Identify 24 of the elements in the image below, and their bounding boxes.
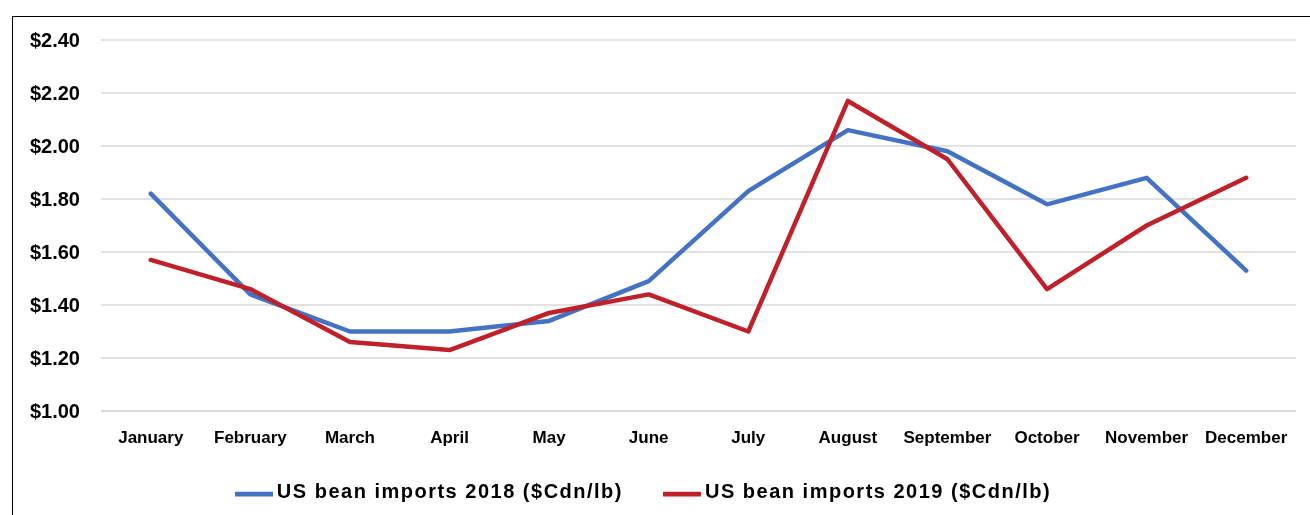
line-series (148, 127, 1249, 334)
x-tick-label: September (903, 428, 992, 448)
legend-label: US bean imports 2018 ($Cdn/lb) (276, 480, 623, 503)
x-tick-label: April (430, 428, 469, 448)
x-tick-label: May (532, 428, 567, 448)
y-tick-label: $1.20 (29, 347, 80, 370)
x-tick-label: December (1205, 428, 1288, 448)
y-tick-label: $1.60 (29, 241, 80, 264)
y-tick-label: $1.00 (29, 400, 80, 423)
x-tick-label: July (731, 428, 766, 448)
x-tick-label: March (324, 428, 375, 448)
y-tick-label: $1.80 (29, 188, 80, 211)
x-tick-label: August (818, 428, 878, 448)
y-tick-label: $1.40 (29, 294, 80, 317)
x-tick-label: November (1105, 428, 1189, 448)
x-tick-label: October (1014, 428, 1081, 448)
y-tick-label: $2.40 (29, 29, 80, 52)
y-tick-label: $2.20 (29, 82, 80, 105)
x-tick-label: June (628, 428, 669, 448)
x-tick-label: February (214, 428, 288, 448)
legend-label: US bean imports 2019 ($Cdn/lb) (705, 480, 1052, 503)
y-tick-label: $2.00 (29, 135, 80, 158)
line-series (148, 98, 1249, 353)
x-tick-label: January (118, 428, 184, 448)
